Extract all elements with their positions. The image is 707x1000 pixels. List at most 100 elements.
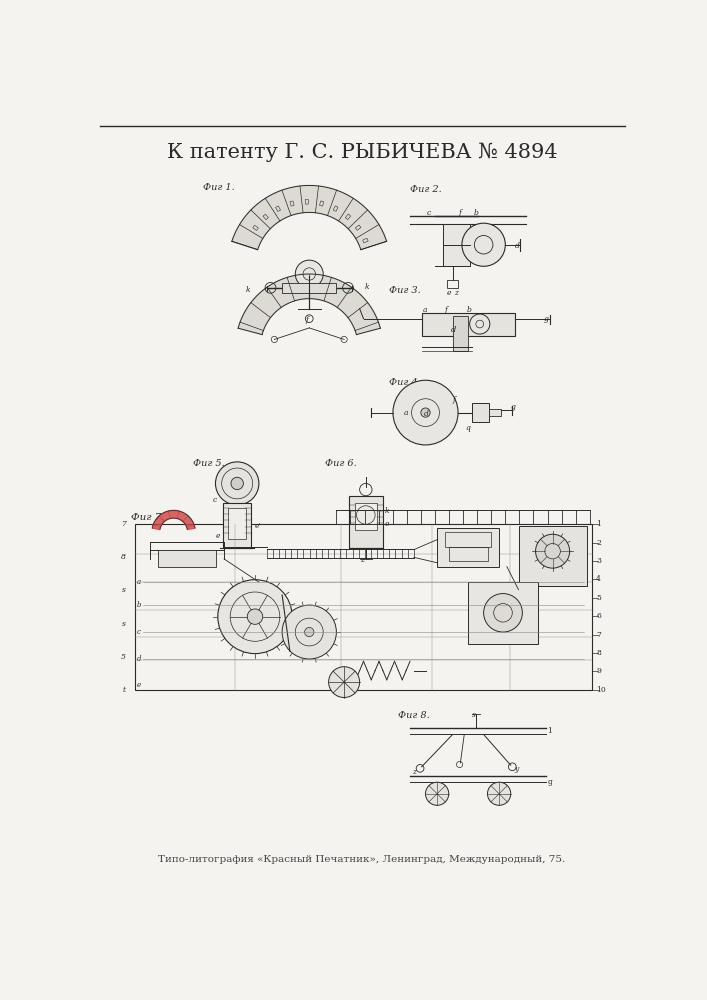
Text: Фиг 7.: Фиг 7. (131, 513, 165, 522)
Bar (333, 206, 338, 211)
Bar (452, 316, 468, 351)
Circle shape (535, 534, 570, 568)
Circle shape (216, 462, 259, 505)
Bar (349, 496, 383, 548)
Text: Типо-литография «Красный Печатник», Ленинград, Международный, 75.: Типо-литография «Красный Печатник», Лени… (158, 855, 566, 864)
Text: c: c (212, 496, 216, 504)
Circle shape (218, 580, 292, 654)
Bar (489, 409, 501, 416)
Circle shape (488, 782, 510, 805)
Text: 3: 3 (596, 557, 601, 565)
Text: s: s (122, 586, 126, 594)
Text: Фиг 5.: Фиг 5. (193, 459, 225, 468)
Bar (356, 225, 361, 230)
Text: s: s (472, 711, 476, 719)
Circle shape (469, 314, 490, 334)
Text: s: s (122, 620, 126, 628)
Bar (158, 550, 216, 567)
Bar (320, 201, 324, 206)
Circle shape (393, 380, 458, 445)
Bar (449, 547, 488, 561)
Circle shape (462, 223, 506, 266)
Bar (518, 526, 587, 586)
Text: e: e (385, 520, 389, 528)
Text: 7: 7 (121, 520, 126, 528)
Bar (445, 532, 491, 547)
Circle shape (426, 782, 449, 805)
Circle shape (421, 408, 430, 417)
Circle shape (296, 260, 323, 288)
Bar (448, 280, 458, 288)
Bar (363, 238, 368, 243)
Text: k: k (385, 507, 389, 515)
Polygon shape (152, 510, 195, 530)
Bar (421, 312, 515, 336)
Text: d: d (424, 410, 429, 418)
Text: b: b (136, 601, 141, 609)
Text: Фиг 6.: Фиг 6. (325, 459, 356, 468)
Text: z: z (454, 289, 458, 297)
Text: y: y (515, 765, 519, 773)
Text: k: k (246, 286, 250, 294)
Bar (437, 528, 499, 567)
Text: Фиг 2.: Фиг 2. (410, 185, 442, 194)
Text: t: t (122, 686, 126, 694)
Text: 7: 7 (596, 631, 601, 639)
Bar (276, 206, 281, 211)
Bar (228, 508, 247, 539)
Text: q: q (466, 424, 471, 432)
Text: d: d (515, 242, 520, 250)
Text: 5: 5 (121, 653, 126, 661)
Bar (253, 225, 258, 230)
Bar (263, 214, 269, 220)
Text: Фиг 8.: Фиг 8. (398, 711, 430, 720)
Text: f: f (459, 209, 462, 217)
Text: g: g (510, 403, 515, 411)
Polygon shape (238, 274, 380, 335)
Text: Фиг 3.: Фиг 3. (389, 286, 421, 295)
Text: К патенту Г. С. РЫБИЧЕВА № 4894: К патенту Г. С. РЫБИЧЕВА № 4894 (167, 143, 557, 162)
Circle shape (356, 506, 375, 524)
Text: d: d (451, 326, 457, 334)
Text: z: z (412, 768, 416, 776)
Text: d: d (136, 655, 141, 663)
Text: f: f (305, 316, 308, 324)
Text: 6: 6 (596, 612, 601, 620)
Text: 8: 8 (121, 553, 126, 561)
Text: b: b (474, 209, 479, 217)
Text: Фиг 4.: Фиг 4. (389, 378, 421, 387)
Bar (443, 224, 470, 266)
Text: 10: 10 (596, 686, 606, 694)
Text: 9: 9 (596, 667, 601, 675)
Bar (290, 201, 294, 206)
Text: z: z (360, 556, 363, 564)
Text: 1: 1 (596, 520, 601, 528)
Text: c: c (136, 628, 140, 636)
Text: e: e (136, 681, 141, 689)
Bar (472, 403, 489, 422)
Text: g: g (544, 315, 549, 323)
Circle shape (484, 594, 522, 632)
Text: 5: 5 (596, 594, 601, 602)
Circle shape (329, 667, 360, 698)
Bar (468, 582, 538, 644)
Circle shape (305, 627, 314, 637)
Text: f: f (452, 396, 455, 404)
Text: k: k (365, 283, 370, 291)
Bar (345, 214, 351, 220)
Bar (223, 503, 251, 548)
Text: 1: 1 (547, 727, 552, 735)
Bar (305, 199, 308, 204)
Circle shape (231, 477, 243, 490)
Bar (355, 503, 377, 530)
Text: b: b (467, 306, 472, 314)
Text: f: f (445, 306, 448, 314)
Text: 8: 8 (596, 649, 601, 657)
Circle shape (282, 605, 337, 659)
Bar (282, 283, 337, 293)
Text: 4: 4 (596, 575, 601, 583)
Text: g: g (547, 778, 552, 786)
Circle shape (247, 609, 263, 624)
Text: c: c (427, 209, 431, 217)
Bar (135, 524, 592, 690)
